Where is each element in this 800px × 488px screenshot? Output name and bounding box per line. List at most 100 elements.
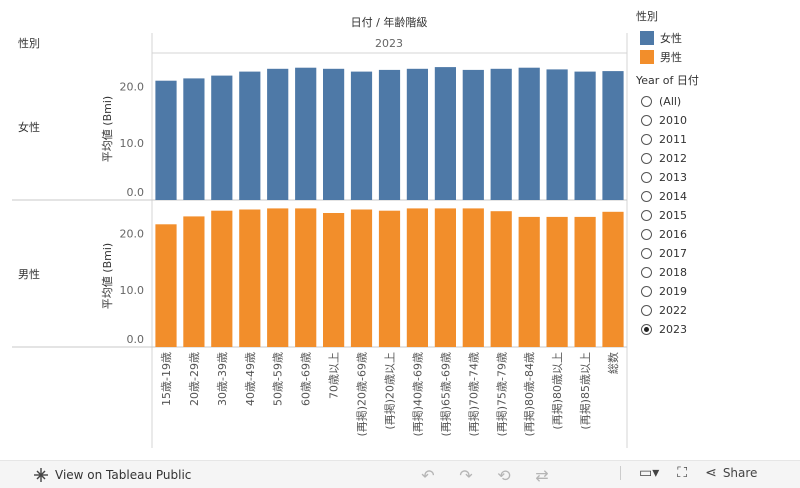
year-option[interactable]: 2017 bbox=[634, 244, 800, 263]
year-option[interactable]: (All) bbox=[634, 92, 800, 111]
year-option[interactable]: 2023 bbox=[634, 320, 800, 339]
legend-item-female[interactable]: 女性 bbox=[634, 28, 800, 47]
radio-icon[interactable] bbox=[641, 153, 652, 164]
tableau-toolbar: View on Tableau Public ↶ ↷ ⟲ ⇄ ▭▾ ⛶ ⋖ Sh… bbox=[0, 460, 800, 488]
radio-icon[interactable] bbox=[641, 248, 652, 259]
year-option[interactable]: 2015 bbox=[634, 206, 800, 225]
y-tick-label: 0.0 bbox=[127, 186, 145, 199]
bar bbox=[462, 69, 484, 201]
view-on-tableau-link[interactable]: View on Tableau Public bbox=[33, 467, 191, 483]
bar bbox=[267, 208, 289, 347]
history-controls: ↶ ↷ ⟲ ⇄ bbox=[418, 466, 570, 485]
y-tick-label: 10.0 bbox=[120, 284, 145, 297]
bar-chart: 日付 / 年齢階級2023性別女性 平均値 (Bmi)0.010.020.0男性平… bbox=[12, 15, 628, 448]
x-tick-label: (再掲)80歳-84歳 bbox=[522, 352, 536, 437]
bar bbox=[490, 68, 512, 200]
bar bbox=[350, 209, 373, 347]
x-tick-label: (再掲)80歳以上 bbox=[550, 352, 564, 430]
bar bbox=[574, 71, 596, 200]
year-option-label: 2013 bbox=[659, 171, 687, 184]
radio-icon[interactable] bbox=[641, 305, 652, 316]
year-option[interactable]: 2010 bbox=[634, 111, 800, 130]
bar bbox=[546, 216, 568, 347]
radio-icon[interactable] bbox=[641, 172, 652, 183]
radio-icon[interactable] bbox=[641, 286, 652, 297]
row-label: 男性 bbox=[18, 267, 40, 281]
year-option[interactable]: 2013 bbox=[634, 168, 800, 187]
x-tick-label: (再掲)65歳-69歳 bbox=[438, 352, 452, 437]
radio-icon[interactable] bbox=[641, 96, 652, 107]
year-option[interactable]: 2016 bbox=[634, 225, 800, 244]
y-tick-label: 0.0 bbox=[127, 333, 145, 346]
year-option[interactable]: 2011 bbox=[634, 130, 800, 149]
year-option[interactable]: 2022 bbox=[634, 301, 800, 320]
year-option-label: 2016 bbox=[659, 228, 687, 241]
y-tick-label: 10.0 bbox=[120, 137, 145, 150]
bar bbox=[406, 208, 428, 347]
refresh-icon[interactable]: ⇄ bbox=[535, 466, 549, 485]
x-tick-label: (再掲)40歳-69歳 bbox=[410, 352, 424, 437]
bar bbox=[602, 211, 624, 347]
gender-legend-title: 性別 bbox=[636, 10, 658, 23]
bar bbox=[295, 208, 317, 347]
year-option-label: 2017 bbox=[659, 247, 687, 260]
radio-icon[interactable] bbox=[641, 324, 652, 335]
year-option-label: (All) bbox=[659, 95, 682, 108]
bar bbox=[462, 208, 484, 347]
bar bbox=[295, 67, 317, 200]
bar bbox=[434, 208, 456, 347]
radio-icon[interactable] bbox=[641, 210, 652, 221]
bar bbox=[350, 71, 373, 200]
x-tick-label: 20歳-29歳 bbox=[188, 352, 201, 406]
x-tick-label: 50歳-59歳 bbox=[272, 352, 285, 406]
year-option[interactable]: 2012 bbox=[634, 149, 800, 168]
x-tick-label: 40歳-49歳 bbox=[244, 352, 257, 406]
redo-icon[interactable]: ↷ bbox=[459, 466, 473, 485]
x-tick-label: 15歳-19歳 bbox=[160, 352, 173, 406]
radio-icon[interactable] bbox=[641, 115, 652, 126]
row-label: 女性 bbox=[18, 120, 40, 134]
x-tick-label: (再掲)20歳以上 bbox=[383, 352, 397, 430]
radio-icon[interactable] bbox=[641, 191, 652, 202]
legend-label-male: 男性 bbox=[660, 50, 682, 64]
year-option-label: 2011 bbox=[659, 133, 687, 146]
bar bbox=[518, 67, 540, 200]
x-tick-label: (再掲)70歳-74歳 bbox=[466, 352, 480, 437]
x-tick-label: 60歳-69歳 bbox=[300, 352, 313, 406]
year-option[interactable]: 2014 bbox=[634, 187, 800, 206]
radio-icon[interactable] bbox=[641, 134, 652, 145]
bar bbox=[155, 80, 177, 200]
year-option[interactable]: 2019 bbox=[634, 282, 800, 301]
bar bbox=[490, 211, 512, 347]
bar bbox=[323, 68, 345, 200]
undo-icon[interactable]: ↶ bbox=[421, 466, 435, 485]
legend-label-female: 女性 bbox=[660, 31, 682, 45]
bar bbox=[183, 216, 205, 347]
fullscreen-icon[interactable]: ⛶ bbox=[677, 465, 688, 481]
download-icon[interactable]: ▭▾ bbox=[639, 465, 660, 481]
x-tick-label: (再掲)75歳-79歳 bbox=[494, 352, 508, 437]
toolbar-actions: ▭▾ ⛶ ⋖ Share bbox=[620, 465, 757, 481]
bar bbox=[211, 210, 233, 347]
revert-icon[interactable]: ⟲ bbox=[497, 466, 511, 485]
share-icon[interactable]: ⋖ bbox=[705, 465, 717, 481]
radio-icon[interactable] bbox=[641, 229, 652, 240]
x-tick-label: (再掲)85歳以上 bbox=[578, 352, 592, 430]
year-option-label: 2015 bbox=[659, 209, 687, 222]
y-axis-title: 平均値 (Bmi) bbox=[101, 243, 114, 309]
bar bbox=[406, 68, 428, 200]
x-tick-label: 総数 bbox=[606, 352, 620, 374]
share-label[interactable]: Share bbox=[722, 466, 758, 480]
year-filter-title: Year of 日付 bbox=[636, 74, 699, 87]
bar bbox=[239, 209, 261, 347]
year-option-label: 2022 bbox=[659, 304, 687, 317]
year-option-label: 2019 bbox=[659, 285, 687, 298]
bar bbox=[267, 68, 289, 200]
year-option-label: 2010 bbox=[659, 114, 687, 127]
legend-item-male[interactable]: 男性 bbox=[634, 47, 800, 66]
radio-icon[interactable] bbox=[641, 267, 652, 278]
x-tick-label: 70歳以上 bbox=[328, 352, 341, 399]
bar bbox=[518, 216, 540, 347]
male-swatch bbox=[640, 49, 654, 64]
year-option[interactable]: 2018 bbox=[634, 263, 800, 282]
